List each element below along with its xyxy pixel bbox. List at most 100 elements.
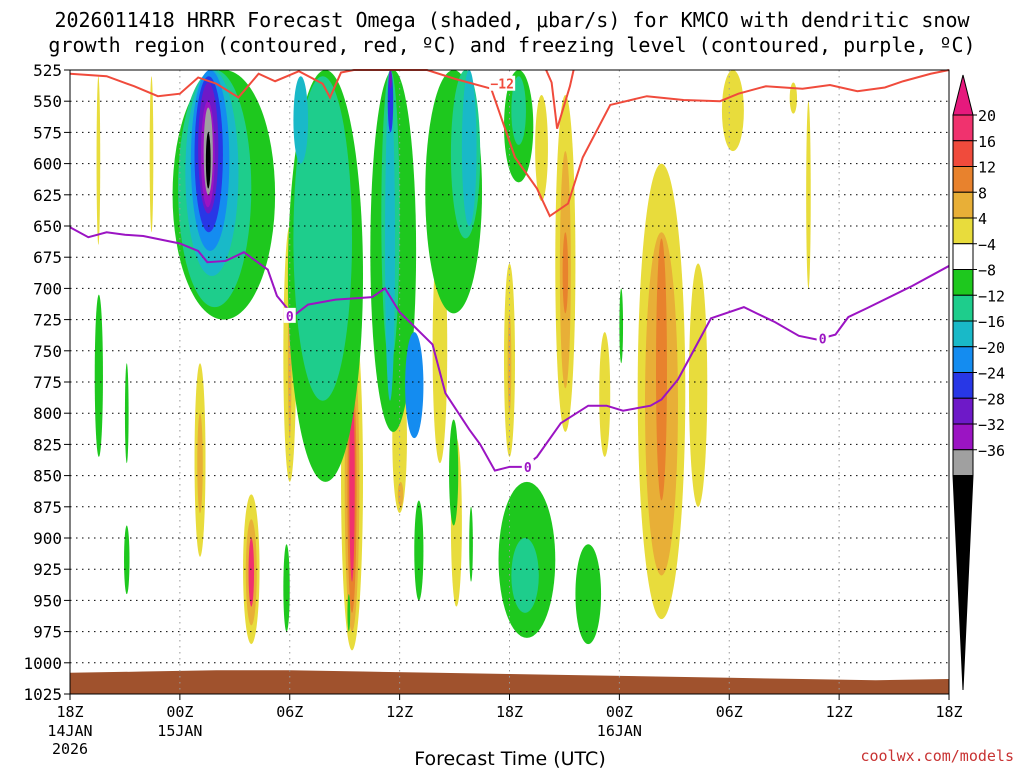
chart-title-line-1: 2026011418 HRRR Forecast Omega (shaded, … xyxy=(54,8,970,32)
omega-cell-3 xyxy=(197,413,203,514)
contour-label-bg-1 xyxy=(521,458,534,474)
colorbar-segment-10 xyxy=(952,372,974,399)
colorbar-top-arrow xyxy=(952,74,974,116)
colorbar-segment-11 xyxy=(952,397,974,425)
colorbar-segment-12 xyxy=(952,423,974,451)
colorbar-segment-6 xyxy=(952,269,974,296)
y-tick-label-925: 925 xyxy=(33,560,62,579)
colorbar-label-3: 8 xyxy=(978,184,987,202)
omega-cell-53 xyxy=(511,76,526,145)
omega-cell-41 xyxy=(293,76,353,401)
y-tick-label-525: 525 xyxy=(33,61,62,80)
colorbar-label-11: −28 xyxy=(978,390,1005,408)
pressure-axis: 525 550 575 600 625 650 675 700 725 750 775 800 825 8… xyxy=(23,61,70,704)
x-day-label-30: 16JAN xyxy=(597,722,642,740)
x-day-label-6: 15JAN xyxy=(157,722,202,740)
omega-cell-19 xyxy=(535,94,548,202)
y-tick-label-900: 900 xyxy=(33,529,62,548)
colorbar-label-12: −32 xyxy=(978,416,1005,434)
y-tick-label-850: 850 xyxy=(33,467,62,486)
y-tick-label-825: 825 xyxy=(33,435,62,454)
contour-label-2: 0 xyxy=(819,332,827,347)
y-tick-label-750: 750 xyxy=(33,342,62,361)
colorbar-label-1: 16 xyxy=(978,133,996,151)
omega-cell-48 xyxy=(405,332,424,439)
contour-label-bg-0 xyxy=(283,307,296,323)
y-tick-label-950: 950 xyxy=(33,591,62,610)
omega-cell-39 xyxy=(205,132,211,189)
omega-cell-22 xyxy=(562,232,569,314)
omega-cell-64 xyxy=(469,506,473,582)
contour-label-bg-2 xyxy=(816,330,829,346)
grid-layer xyxy=(70,70,949,694)
y-tick-label-600: 600 xyxy=(33,155,62,174)
contour-label-1: 0 xyxy=(524,461,532,476)
omega-shading-layer xyxy=(94,70,811,651)
y-tick-label-550: 550 xyxy=(33,92,62,111)
colorbar-segment-4 xyxy=(952,217,974,245)
omega-cell-65 xyxy=(619,288,624,364)
source-credit: coolwx.com/models xyxy=(860,747,1014,765)
colorbar-label-8: −16 xyxy=(978,313,1005,331)
omega-cell-63 xyxy=(347,594,351,632)
x-tick-label-30: 00Z xyxy=(606,703,633,721)
y-tick-label-575: 575 xyxy=(33,123,62,142)
omega-cell-18 xyxy=(507,313,512,414)
y-tick-label-1000: 1000 xyxy=(23,654,62,673)
dgz-minus12-contour-spike xyxy=(545,69,575,129)
x-tick-label-36: 06Z xyxy=(716,703,743,721)
y-tick-label-875: 875 xyxy=(33,498,62,517)
colorbar-segment-2 xyxy=(952,166,974,193)
freezing-level-contour xyxy=(69,226,950,472)
omega-cell-26 xyxy=(656,238,667,501)
omega-cell-46 xyxy=(387,70,394,133)
omega-cell-55 xyxy=(449,419,459,526)
colorbar-segment-5 xyxy=(952,243,974,270)
omega-cell-51 xyxy=(461,70,477,226)
y-tick-label-625: 625 xyxy=(33,186,62,205)
omega-cell-59 xyxy=(94,294,103,457)
omega-cell-28 xyxy=(721,70,744,152)
x-tick-label-48: 18Z xyxy=(935,703,962,721)
x-tick-label-6: 00Z xyxy=(166,703,193,721)
y-tick-label-700: 700 xyxy=(33,279,62,298)
y-tick-label-650: 650 xyxy=(33,217,62,236)
y-tick-label-725: 725 xyxy=(33,311,62,330)
colorbar-label-6: −8 xyxy=(978,262,996,280)
colorbar-segment-9 xyxy=(952,346,974,373)
colorbar-segment-1 xyxy=(952,140,974,167)
colorbar-segment-0 xyxy=(952,114,974,142)
colorbar-label-13: −36 xyxy=(978,442,1005,460)
omega-cell-29 xyxy=(789,82,798,114)
omega-cell-27 xyxy=(688,263,708,507)
omega-colorbar: 20 16 12 8 4 −4 −8 −12 −16 −20 −24 −28 −32 −36 xyxy=(952,74,1005,691)
omega-cell-47 xyxy=(389,70,392,89)
x-day-label-0: 14JAN xyxy=(47,722,92,740)
x-tick-label-0: 18Z xyxy=(56,703,83,721)
omega-cell-0 xyxy=(96,76,101,245)
y-tick-label-975: 975 xyxy=(33,623,62,642)
x-tick-label-12: 06Z xyxy=(276,703,303,721)
contour-layer: 0 0 0 −12 xyxy=(69,69,950,476)
omega-cell-62 xyxy=(283,544,290,632)
omega-cell-12 xyxy=(349,382,355,582)
y-tick-label-775: 775 xyxy=(33,373,62,392)
y-tick-label-1025: 1025 xyxy=(23,685,62,704)
omega-cell-58 xyxy=(575,544,602,645)
omega-cell-1 xyxy=(149,76,154,233)
omega-cell-6 xyxy=(248,538,255,607)
omega-cell-23 xyxy=(599,332,611,457)
x-axis-title: Forecast Time (UTC) xyxy=(414,748,605,768)
omega-cell-57 xyxy=(511,538,539,613)
omega-cell-14 xyxy=(397,481,404,507)
x-tick-label-24: 18Z xyxy=(496,703,523,721)
colorbar-label-2: 12 xyxy=(978,159,996,177)
colorbar-label-9: −20 xyxy=(978,339,1005,357)
y-tick-label-675: 675 xyxy=(33,248,62,267)
contour-label-3: −12 xyxy=(490,78,513,93)
omega-cell-54 xyxy=(414,500,424,601)
x-year-label-0: 2026 xyxy=(52,740,88,758)
y-tick-label-800: 800 xyxy=(33,404,62,423)
